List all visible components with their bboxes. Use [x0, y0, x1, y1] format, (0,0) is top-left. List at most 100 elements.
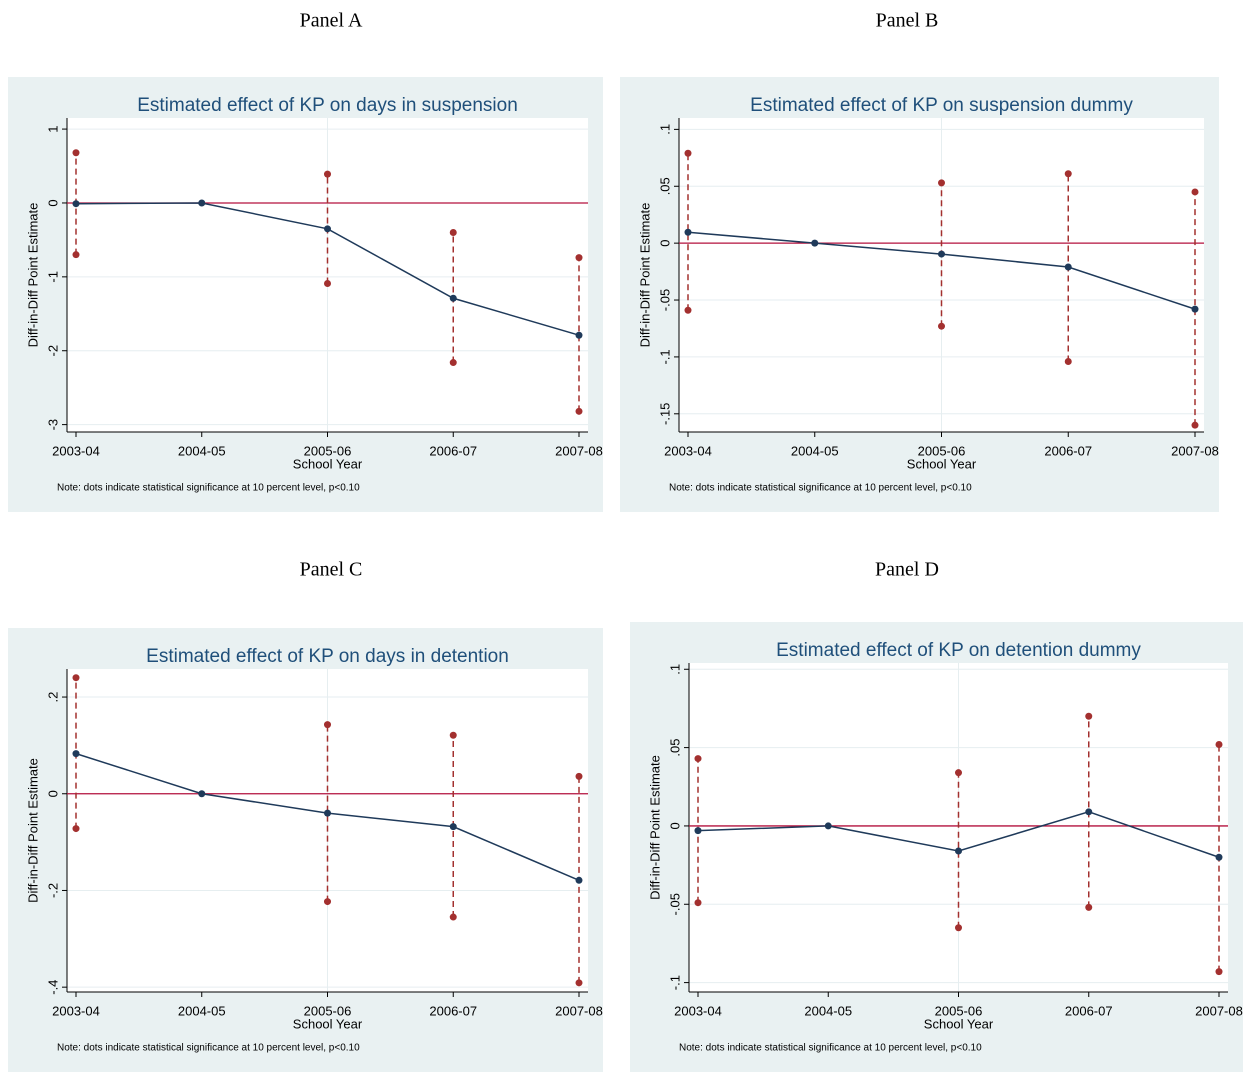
x-tick-label: 2004-05: [178, 443, 226, 458]
x-tick-label: 2007-08: [555, 1003, 603, 1018]
x-tick-label: 2007-08: [1171, 443, 1219, 458]
panel-label: Panel C: [300, 559, 363, 581]
y-axis-label: Diff-in-Diff Point Estimate: [25, 203, 40, 348]
x-tick-label: 2007-08: [555, 443, 603, 458]
point: [575, 876, 583, 884]
y-tick-label: -.15: [657, 403, 672, 425]
chart-title: Estimated effect of KP on days in detent…: [146, 646, 509, 667]
y-tick-label: .1: [657, 124, 672, 135]
note: Note: dots indicate statistical signific…: [679, 1043, 982, 1054]
ci-upper-dot: [684, 149, 692, 157]
y-axis-label: Diff-in-Diff Point Estimate: [647, 755, 662, 900]
x-tick-label: 2005-06: [304, 1003, 352, 1018]
y-tick-label: -.1: [657, 349, 672, 364]
y-tick-label: -3: [45, 419, 60, 431]
x-tick-label: 2003-04: [52, 443, 100, 458]
panel-label: Panel B: [876, 10, 939, 32]
ci-upper-dot: [72, 674, 80, 682]
x-axis-label: School Year: [907, 456, 977, 471]
point: [198, 199, 206, 207]
x-tick-label: 2004-05: [791, 443, 839, 458]
point: [324, 225, 331, 233]
point: [575, 331, 583, 339]
chart-title: Estimated effect of KP on days in suspen…: [137, 95, 518, 116]
x-tick-label: 2003-04: [674, 1003, 722, 1018]
ci-lower-dot: [694, 899, 702, 907]
note: Note: dots indicate statistical signific…: [57, 1043, 360, 1054]
x-tick-label: 2005-06: [304, 443, 352, 458]
x-tick-label: 2003-04: [52, 1003, 100, 1018]
point: [72, 750, 80, 758]
y-tick-label: 1: [45, 125, 60, 132]
ci-lower-dot: [1215, 968, 1223, 976]
point: [449, 294, 457, 302]
ci-upper-dot: [1215, 740, 1223, 748]
point: [1085, 808, 1093, 816]
y-tick-label: .05: [667, 739, 682, 757]
x-axis-label: School Year: [293, 456, 363, 471]
point: [1215, 853, 1223, 861]
y-axis-label: Diff-in-Diff Point Estimate: [637, 203, 652, 348]
x-axis-label: School Year: [924, 1016, 994, 1031]
ci-upper-dot: [955, 769, 962, 777]
x-tick-label: 2007-08: [1195, 1003, 1243, 1018]
point: [824, 822, 832, 830]
x-axis-label: School Year: [293, 1016, 363, 1031]
point: [324, 809, 331, 817]
ci-lower-dot: [1191, 421, 1199, 429]
chart-title: Estimated effect of KP on suspension dum…: [750, 95, 1133, 116]
y-tick-label: -.05: [667, 893, 682, 915]
x-tick-label: 2006-07: [1044, 443, 1092, 458]
point: [938, 250, 945, 258]
point: [684, 228, 692, 236]
ci-lower-dot: [72, 251, 80, 259]
point: [198, 790, 206, 798]
ci-upper-dot: [1191, 188, 1199, 196]
y-axis-label: Diff-in-Diff Point Estimate: [25, 758, 40, 903]
point: [1191, 305, 1199, 313]
y-tick-label: -.4: [45, 980, 60, 995]
x-tick-label: 2004-05: [178, 1003, 226, 1018]
ci-lower-dot: [575, 407, 583, 415]
y-tick-label: -.2: [45, 883, 60, 898]
point: [955, 847, 962, 855]
point: [449, 823, 457, 831]
ci-upper-dot: [324, 170, 331, 178]
x-tick-label: 2004-05: [804, 1003, 852, 1018]
ci-lower-dot: [1085, 903, 1093, 911]
y-tick-label: 0: [45, 790, 60, 797]
y-tick-label: 0: [657, 240, 672, 247]
note: Note: dots indicate statistical signific…: [669, 483, 972, 494]
y-tick-label: 0: [667, 822, 682, 829]
ci-upper-dot: [1064, 170, 1072, 178]
y-tick-label: 0: [45, 199, 60, 206]
y-tick-label: .2: [45, 692, 60, 703]
note: Note: dots indicate statistical signific…: [57, 483, 360, 494]
ci-upper-dot: [938, 179, 945, 187]
ci-upper-dot: [449, 731, 457, 739]
y-tick-label: -2: [45, 345, 60, 357]
x-tick-label: 2006-07: [429, 443, 477, 458]
y-tick-label: -1: [45, 271, 60, 283]
panel-label: Panel D: [875, 559, 939, 581]
ci-lower-dot: [938, 322, 945, 330]
ci-upper-dot: [575, 772, 583, 780]
y-tick-label: .1: [667, 664, 682, 675]
x-tick-label: 2005-06: [918, 443, 966, 458]
y-tick-label: -.1: [667, 975, 682, 990]
x-tick-label: 2006-07: [429, 1003, 477, 1018]
chart-title: Estimated effect of KP on detention dumm…: [776, 640, 1141, 661]
y-tick-label: .05: [657, 177, 672, 195]
x-tick-label: 2003-04: [664, 443, 712, 458]
ci-lower-dot: [955, 924, 962, 932]
ci-lower-dot: [324, 898, 331, 906]
ci-lower-dot: [324, 279, 331, 287]
point: [1064, 263, 1072, 271]
ci-lower-dot: [1064, 357, 1072, 365]
ci-lower-dot: [449, 359, 457, 367]
ci-upper-dot: [449, 229, 457, 237]
ci-lower-dot: [449, 913, 457, 921]
ci-upper-dot: [575, 254, 583, 262]
panel-label: Panel A: [300, 10, 363, 32]
